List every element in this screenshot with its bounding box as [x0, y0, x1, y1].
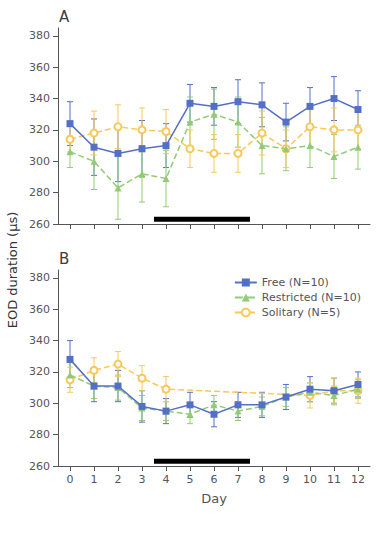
svg-text:9: 9	[283, 473, 290, 486]
svg-text:300: 300	[29, 397, 50, 410]
svg-text:4: 4	[163, 473, 170, 486]
svg-text:360: 360	[29, 61, 50, 74]
svg-text:Free (N=10): Free (N=10)	[262, 276, 329, 289]
svg-text:280: 280	[29, 428, 50, 441]
svg-text:12: 12	[351, 473, 365, 486]
svg-text:11: 11	[327, 473, 341, 486]
svg-text:320: 320	[29, 123, 50, 136]
svg-text:360: 360	[29, 303, 50, 316]
svg-text:0: 0	[67, 473, 74, 486]
svg-text:340: 340	[29, 92, 50, 105]
svg-text:6: 6	[211, 473, 218, 486]
svg-text:5: 5	[187, 473, 194, 486]
svg-text:Day: Day	[201, 491, 227, 506]
svg-text:380: 380	[29, 29, 50, 42]
svg-text:8: 8	[259, 473, 266, 486]
svg-text:EOD duration (μs): EOD duration (μs)	[5, 212, 20, 329]
svg-text:Solitary (N=5): Solitary (N=5)	[262, 306, 340, 319]
svg-text:300: 300	[29, 155, 50, 168]
svg-text:10: 10	[303, 473, 317, 486]
svg-text:260: 260	[29, 460, 50, 473]
svg-text:A: A	[59, 8, 70, 26]
svg-text:Restricted (N=10): Restricted (N=10)	[262, 291, 361, 304]
svg-text:340: 340	[29, 334, 50, 347]
svg-text:B: B	[59, 250, 69, 268]
svg-text:7: 7	[235, 473, 242, 486]
svg-text:3: 3	[139, 473, 146, 486]
svg-text:1: 1	[91, 473, 98, 486]
svg-text:380: 380	[29, 271, 50, 284]
svg-text:2: 2	[115, 473, 122, 486]
svg-text:260: 260	[29, 218, 50, 231]
svg-text:320: 320	[29, 365, 50, 378]
svg-text:280: 280	[29, 186, 50, 199]
